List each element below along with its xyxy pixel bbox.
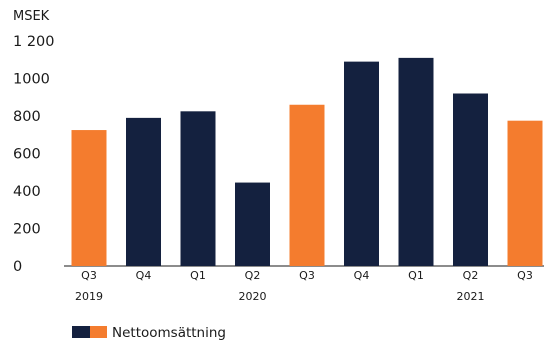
y-tick-label: 800 [13, 109, 41, 125]
bar [344, 61, 379, 266]
x-tick-label: Q1 [190, 269, 206, 282]
legend-swatch-highlight [90, 326, 107, 338]
y-tick-label: 600 [13, 147, 41, 163]
bar [126, 117, 161, 266]
x-tick-label: Q3 [299, 269, 315, 282]
legend-swatch-primary [72, 326, 90, 338]
x-tick-label: Q3 [81, 269, 97, 282]
y-tick-label: 400 [13, 184, 41, 200]
bar [453, 93, 488, 266]
y-axis-unit-label: MSEK [13, 9, 50, 24]
x-tick-label: Q3 [517, 269, 533, 282]
bar [398, 57, 434, 266]
year-label: 2020 [239, 290, 267, 303]
y-tick-label: 1000 [13, 72, 50, 88]
legend: Nettoomsättning [72, 325, 226, 340]
x-tick-label: Q4 [354, 269, 370, 282]
year-label: 2021 [457, 290, 485, 303]
bar [180, 111, 216, 266]
x-tick-label: Q1 [408, 269, 424, 282]
year-label: 2019 [75, 290, 103, 303]
x-axis-ticks: Q3 Q4 Q1 Q2 Q3 Q4 Q1 Q2 Q3 [81, 269, 533, 282]
bar [71, 130, 107, 266]
y-tick-label: 1 200 [13, 34, 55, 50]
bar [235, 182, 270, 266]
x-tick-label: Q2 [463, 269, 479, 282]
bars [71, 57, 543, 266]
y-axis-ticks: 0 200 400 600 800 1000 1 200 [13, 34, 55, 275]
x-tick-label: Q2 [245, 269, 261, 282]
y-tick-label: 200 [13, 222, 41, 238]
bar [507, 120, 543, 266]
y-tick-label: 0 [13, 259, 22, 275]
bar [289, 104, 325, 266]
x-tick-label: Q4 [136, 269, 152, 282]
year-labels: 2019 2020 2021 [75, 290, 485, 303]
legend-label: Nettoomsättning [112, 325, 226, 340]
